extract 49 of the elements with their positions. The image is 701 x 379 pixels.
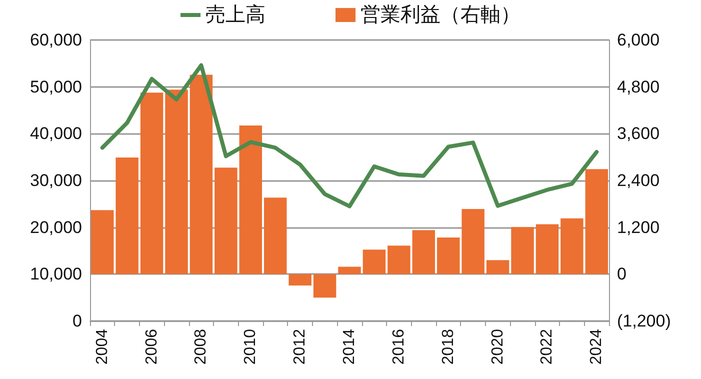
bar [264,198,287,274]
bar [90,210,114,274]
y-tick-label: 60,000 [30,30,82,50]
line-series [100,63,599,208]
x-tick-label: 2022 [538,328,556,365]
x-tick-label: 2024 [588,328,606,365]
y2-tick-label: 0 [617,264,626,284]
bar [560,218,584,274]
bar [362,250,386,274]
bar [140,92,164,274]
y-tick-label: 20,000 [30,218,82,237]
y2-tick-label: 4,800 [617,77,660,96]
y2-tick-label: (1,200) [617,312,671,330]
x-tick-label: 2006 [143,328,160,365]
x-tick-label: 2008 [192,328,210,365]
y2-tick-label: 3,600 [617,124,660,144]
x-tick-label: 2016 [390,328,408,365]
legend-label: 営業利益（右軸） [360,4,520,26]
bar [338,266,361,274]
bar [190,74,213,274]
bar [116,157,138,274]
legend-label: 売上高 [206,3,266,26]
bar [462,208,484,274]
bar [511,226,534,274]
bar [536,224,559,274]
x-tick-label: 2004 [94,328,111,365]
bar [165,90,188,274]
y-tick-label: 30,000 [30,171,82,190]
bar [214,168,238,274]
y-tick-label: 50,000 [30,77,82,96]
bar [288,274,312,286]
bar [313,274,336,298]
bar [436,237,460,274]
y-tick-label: 40,000 [30,124,82,144]
bar [388,246,410,274]
bar [239,125,262,274]
bar [585,169,608,274]
bar [486,260,510,274]
x-tick-label: 2012 [292,328,309,365]
y-tick-label: 10,000 [30,264,82,284]
y2-tick-label: 6,000 [617,30,660,50]
x-tick-label: 2010 [242,328,260,365]
bar [412,230,436,274]
y2-tick-label: 2,400 [617,171,660,190]
y-tick-label: 0 [72,312,82,330]
y2-tick-label: 1,200 [617,218,660,237]
x-tick-label: 2020 [489,328,506,365]
x-tick-label: 2014 [341,328,358,365]
x-tick-label: 2018 [440,328,457,365]
